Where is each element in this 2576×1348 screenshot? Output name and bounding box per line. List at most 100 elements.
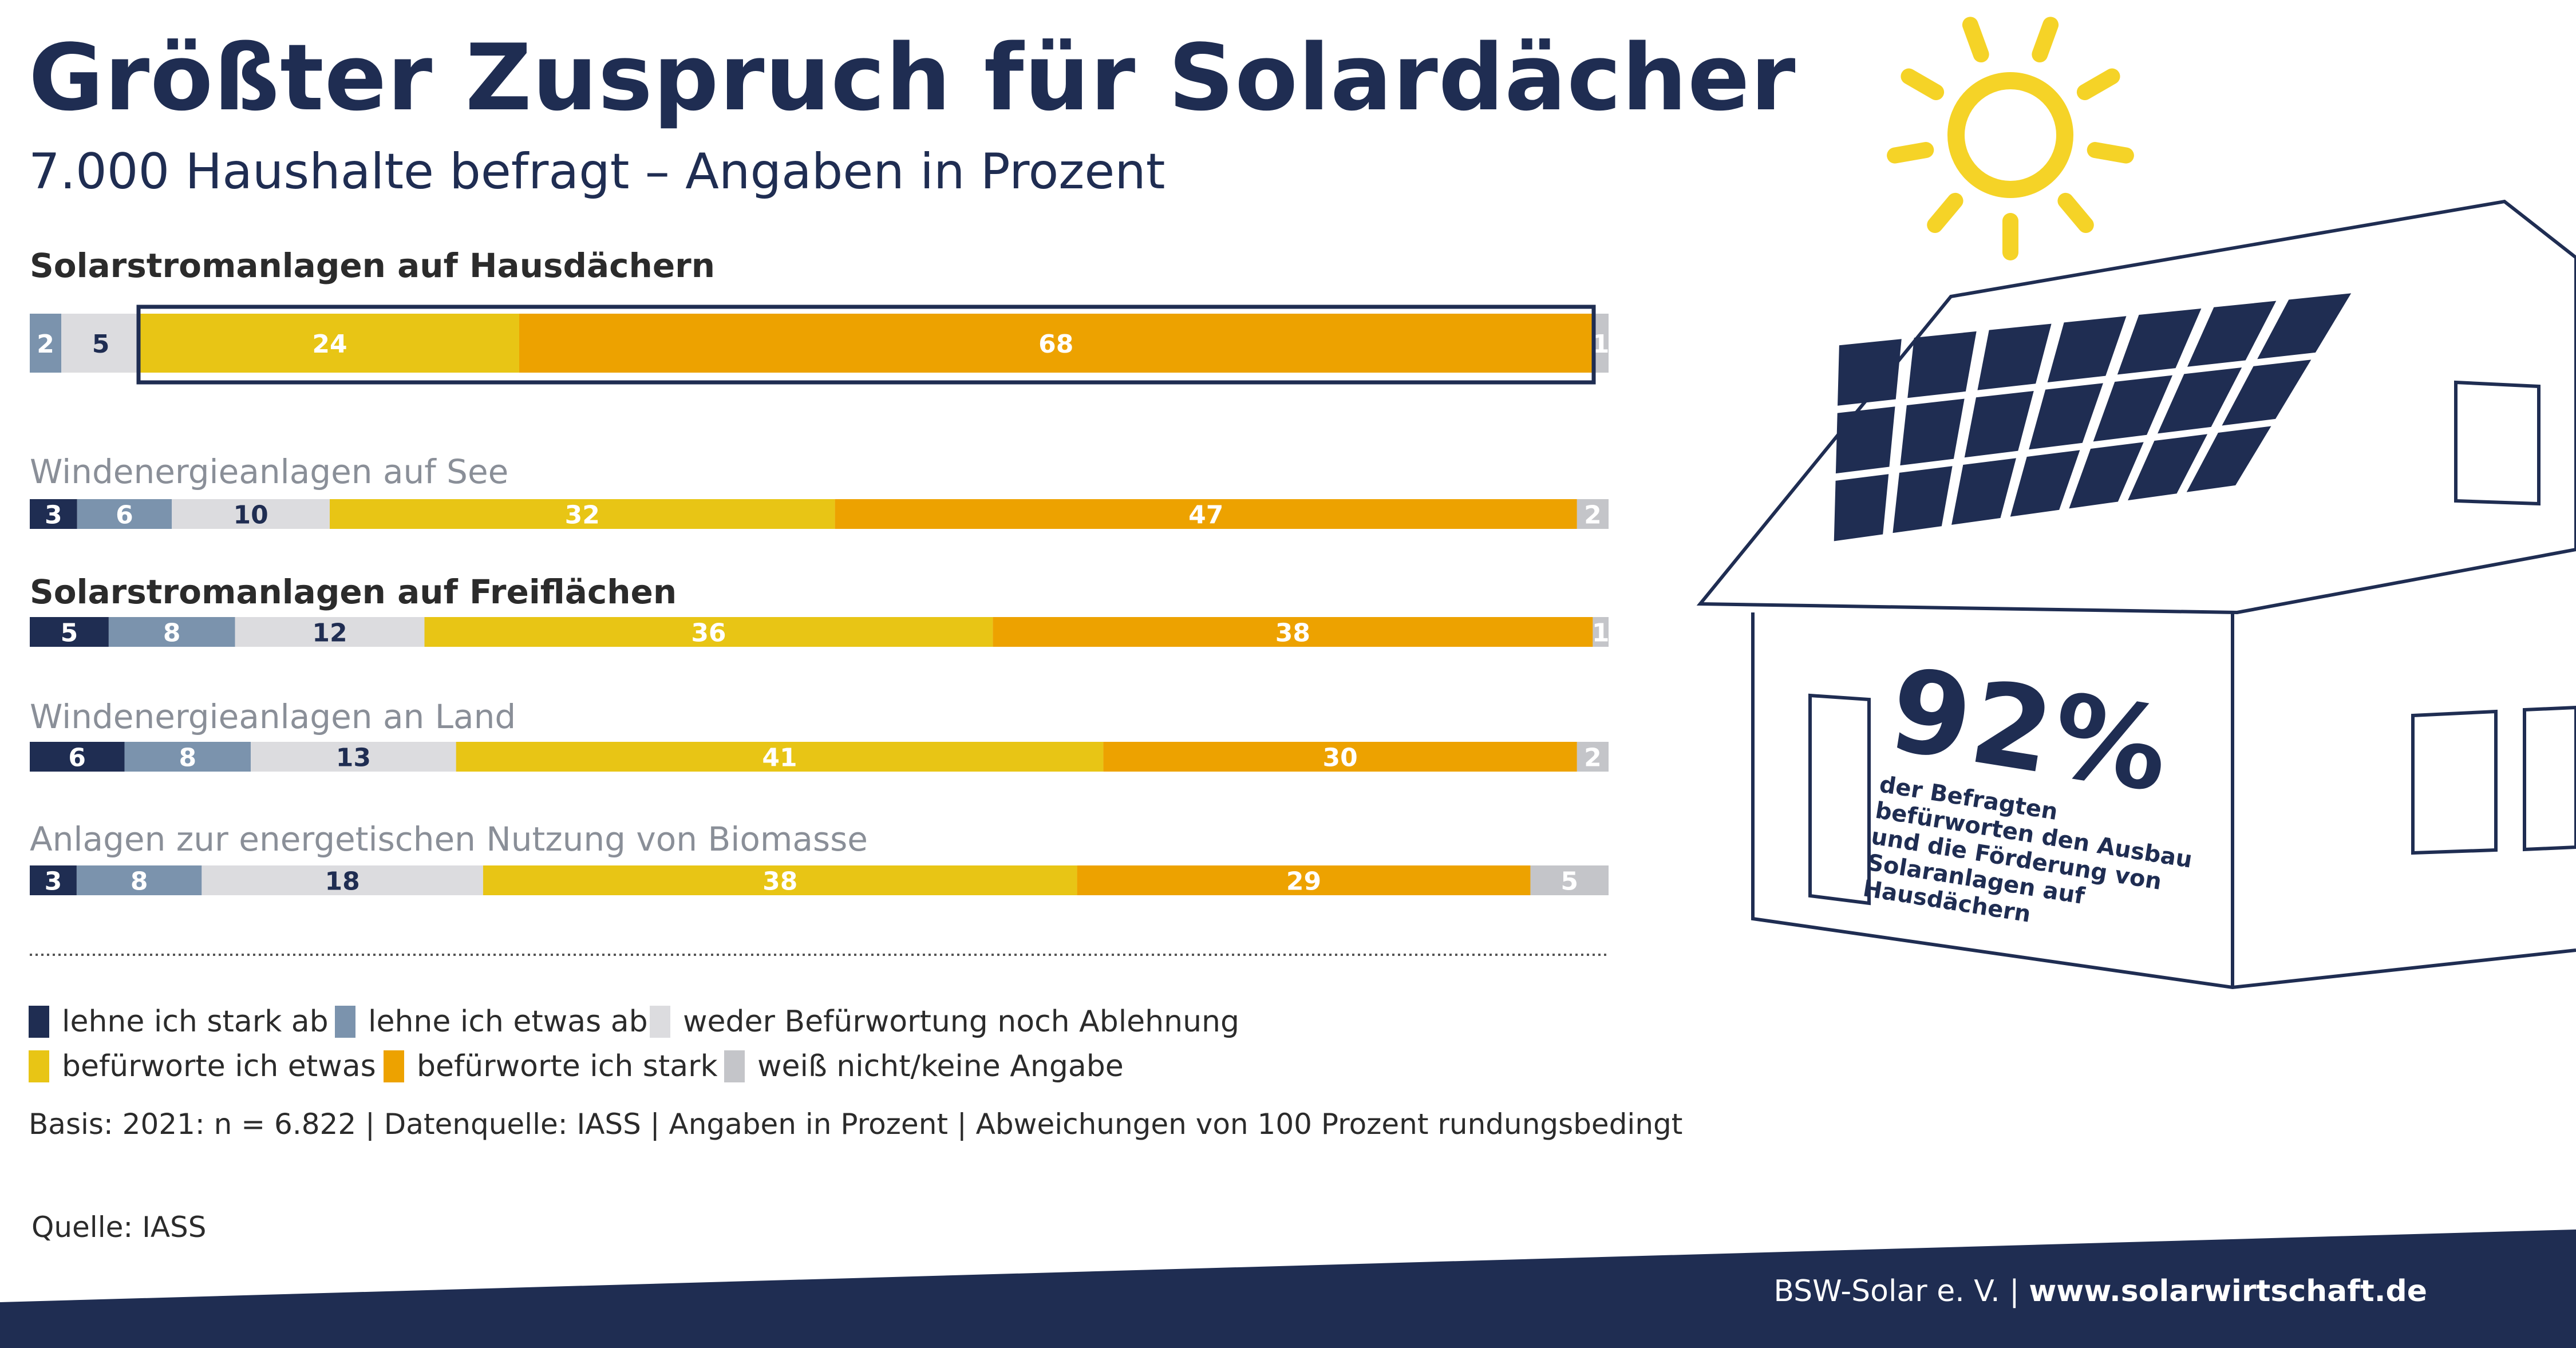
bar-segment (424, 617, 993, 647)
solar-panel (2222, 359, 2312, 426)
legend-item-lehne-etwas: lehne ich etwas ab (335, 1005, 648, 1039)
bar-segment (483, 865, 1077, 895)
bar-segment (202, 865, 483, 895)
bar-value-label: 68 (1038, 330, 1073, 359)
category-label-biomasse: Anlagen zur energetischen Nutzung von Bi… (30, 820, 868, 859)
legend-swatch (29, 1006, 49, 1038)
footer-org: BSW-Solar e. V. | (1773, 1274, 2029, 1309)
solar-panel (2117, 308, 2202, 375)
bar-value-label: 6 (68, 744, 86, 773)
bar-value-label: 8 (131, 867, 148, 896)
solar-panel (1838, 339, 1902, 406)
bar-value-label: 10 (234, 501, 268, 530)
bar-segment (172, 499, 330, 529)
bar-value-label: 36 (691, 619, 726, 648)
sun-ray (1887, 142, 1934, 164)
solar-panel (1834, 474, 1889, 541)
category-label-hausdaecher: Solarstromanlagen auf Hausdächern (30, 246, 716, 285)
bar-segment (108, 617, 235, 647)
bar-value-label: 5 (92, 330, 110, 359)
bar-segment (1103, 742, 1577, 772)
category-label-freiflaechen: Solarstromanlagen auf Freiflächen (30, 572, 677, 611)
bar-segment (1577, 742, 1609, 772)
legend: lehne ich stark ab lehne ich etwas ab we… (29, 1005, 1660, 1096)
solar-panel (1835, 406, 1895, 474)
house-window-right (2523, 705, 2576, 852)
legend-swatch (650, 1006, 670, 1038)
footer-site-link[interactable]: www.solarwirtschaft.de (2029, 1274, 2427, 1309)
solar-panel (1951, 458, 2016, 525)
sun-icon (1887, 17, 2134, 260)
category-label-wind-land: Windenergieanlagen an Land (30, 697, 516, 736)
bar-segment (835, 499, 1577, 529)
bar-segment (30, 499, 77, 529)
sun-ray (2087, 142, 2134, 164)
legend-item-lehne-stark: lehne ich stark ab (29, 1005, 329, 1039)
legend-swatch (384, 1050, 404, 1082)
bar-value-label: 2 (1584, 501, 1602, 530)
solar-panel (1907, 331, 1977, 398)
bar-value-label: 1 (1592, 619, 1610, 648)
solar-panel (2093, 375, 2173, 442)
house-window-gable (2454, 380, 2541, 506)
house-window-left (2411, 709, 2498, 855)
bar-segment (235, 617, 425, 647)
bar-segment (1593, 617, 1609, 647)
bar-value-label: 5 (1560, 867, 1578, 896)
bar-segment (30, 865, 77, 895)
bar-value-label: 18 (325, 867, 360, 896)
bar-value-label: 8 (163, 619, 181, 648)
bars-group: 2 5 24 68 13 6 10 32 47 25 8 12 36 38 16 8 13 41 30 23 8 18 38… (30, 314, 1610, 896)
basis-note: Basis: 2021: n = 6.822 | Datenquelle: IA… (29, 1108, 1683, 1141)
sun-ray (1901, 68, 1945, 100)
solar-panel (2029, 383, 2103, 450)
bar-value-label: 29 (1286, 867, 1321, 896)
sun-ray (2076, 68, 2120, 100)
legend-item-befuerworte-etwas: befürworte ich etwas (29, 1049, 376, 1084)
bar-value-label: 2 (37, 330, 54, 359)
bar-value-label: 24 (312, 330, 347, 359)
bar-value-label: 47 (1188, 501, 1223, 530)
legend-swatch (724, 1050, 745, 1082)
bar-segment (1577, 499, 1609, 529)
chart-title: Größter Zuspruch für Solardächer (29, 24, 1796, 131)
bar-segment (61, 314, 141, 373)
footer-band (0, 1230, 2576, 1348)
bar-segment (1077, 865, 1531, 895)
solar-panel (2128, 434, 2208, 501)
bar-value-label: 41 (762, 744, 797, 773)
solar-panel (2257, 293, 2352, 359)
bar-segment (1530, 865, 1609, 895)
legend-item-befuerworte-stark: befürworte ich stark (384, 1049, 718, 1084)
bar-value-label: 32 (565, 501, 600, 530)
legend-item-weiss-nicht: weiß nicht/keine Angabe (724, 1049, 1124, 1084)
solar-panel (2069, 442, 2144, 509)
sun-ray (1962, 17, 1989, 63)
solar-panel (2010, 450, 2080, 517)
bar-segment (30, 617, 109, 647)
bar-value-label: 8 (179, 744, 196, 773)
source-note: Quelle: IASS (31, 1211, 207, 1244)
bar-value-label: 3 (45, 501, 62, 530)
bar-value-label: 2 (1584, 744, 1602, 773)
bar-segment (77, 499, 172, 529)
bar-segment (76, 865, 202, 895)
solar-panel (1964, 390, 2034, 458)
bar-segment (993, 617, 1593, 647)
legend-swatch (29, 1050, 49, 1082)
solar-panel (2158, 367, 2242, 434)
chart-subtitle: 7.000 Haushalte befragt – Angaben in Pro… (29, 143, 1165, 200)
bar-value-label: 30 (1323, 744, 1358, 773)
bar-value-label: 38 (1275, 619, 1310, 648)
solar-panel (1900, 398, 1965, 466)
bar-value-label: 38 (762, 867, 797, 896)
bar-segment (251, 742, 456, 772)
footer-credit: BSW-Solar e. V. | www.solarwirtschaft.de (1773, 1274, 2427, 1309)
bar-segment (140, 314, 519, 373)
bar-segment (456, 742, 1104, 772)
house-door (1808, 693, 1871, 906)
bar-value-label: 5 (61, 619, 78, 648)
sun-ray (1927, 192, 1963, 234)
house-wall (1751, 612, 2576, 990)
